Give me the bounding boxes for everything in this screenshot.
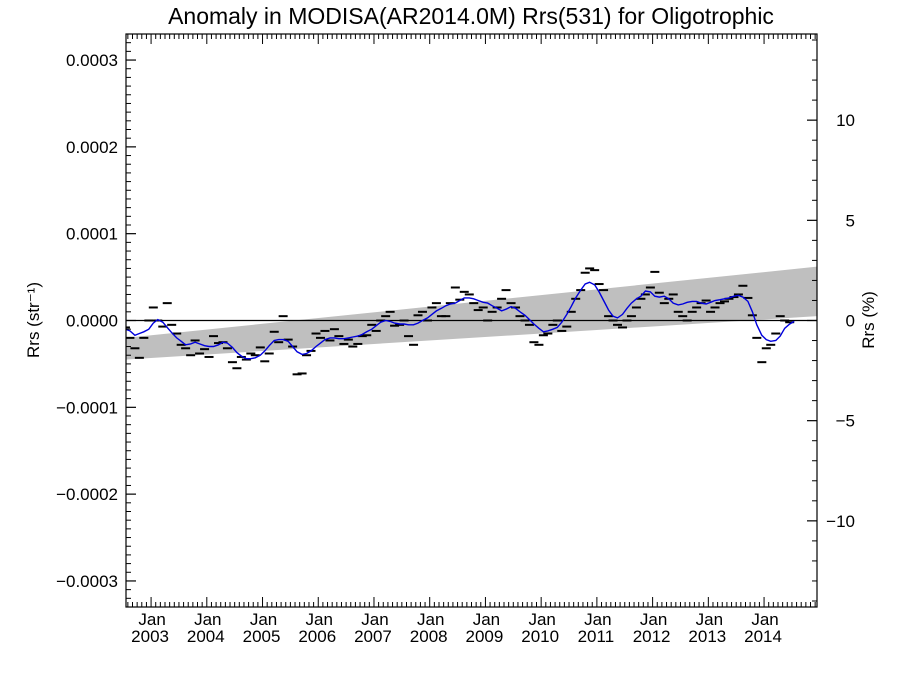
x-axis: Jan2003Jan2004Jan2005Jan2006Jan2007Jan20… [127,34,816,646]
x-tick-year-label: 2008 [410,627,448,646]
y2-tick-label: −5 [836,412,855,431]
y-axis-label: Rrs (str⁻¹) [24,282,43,358]
x-tick-month-label: Jan [417,610,444,629]
x-tick-year-label: 2005 [243,627,281,646]
y-tick-label: 0.0003 [66,51,118,70]
x-tick-year-label: 2007 [354,627,392,646]
x-tick-year-label: 2011 [578,627,615,646]
right-y-axis: 10 5 0 −5 −10 [807,39,855,602]
y2-tick-label: 10 [836,111,855,130]
x-tick-month-label: Jan [361,610,388,629]
chart-title: Anomaly in MODISA(AR2014.0M) Rrs(531) fo… [168,3,774,29]
x-tick-month-label: Jan [751,610,778,629]
x-tick-year-label: 2013 [688,627,726,646]
x-tick-year-label: 2003 [131,627,169,646]
y2-axis-label: Rrs (%) [859,291,878,349]
y-tick-label: −0.0002 [56,485,118,504]
x-tick-month-label: Jan [473,610,500,629]
y-tick-label: −0.0003 [56,572,118,591]
x-tick-month-label: Jan [138,610,165,629]
x-tick-month-label: Jan [194,610,221,629]
x-tick-year-label: 2004 [187,627,225,646]
x-tick-month-label: Jan [696,610,723,629]
x-tick-year-label: 2006 [298,627,336,646]
x-tick-month-label: Jan [640,610,667,629]
smoothed-series-line [126,281,795,360]
y2-tick-label: 0 [846,312,855,331]
monthly-points-layer [126,267,795,376]
trend-band-layer [126,266,817,360]
x-tick-month-label: Jan [584,610,611,629]
trend-band [126,266,817,360]
x-tick-year-label: 2014 [744,627,782,646]
y-tick-label: −0.0001 [56,398,118,417]
x-tick-year-label: 2010 [521,627,559,646]
y-tick-label: 0.0001 [66,225,118,244]
x-tick-month-label: Jan [250,610,277,629]
x-tick-year-label: 2012 [633,627,671,646]
y-tick-label: 0.0000 [66,312,118,331]
x-tick-month-label: Jan [528,610,555,629]
x-tick-year-label: 2009 [466,627,504,646]
y-tick-label: 0.0002 [66,138,118,157]
y2-tick-label: −10 [826,512,855,531]
x-tick-month-label: Jan [306,610,333,629]
left-y-axis: 0.0003 0.0002 0.0001 0.0000 −0.0001 −0.0002 −0… [56,42,136,608]
y2-tick-label: 5 [846,211,855,230]
smoothed-series-layer [126,281,795,360]
